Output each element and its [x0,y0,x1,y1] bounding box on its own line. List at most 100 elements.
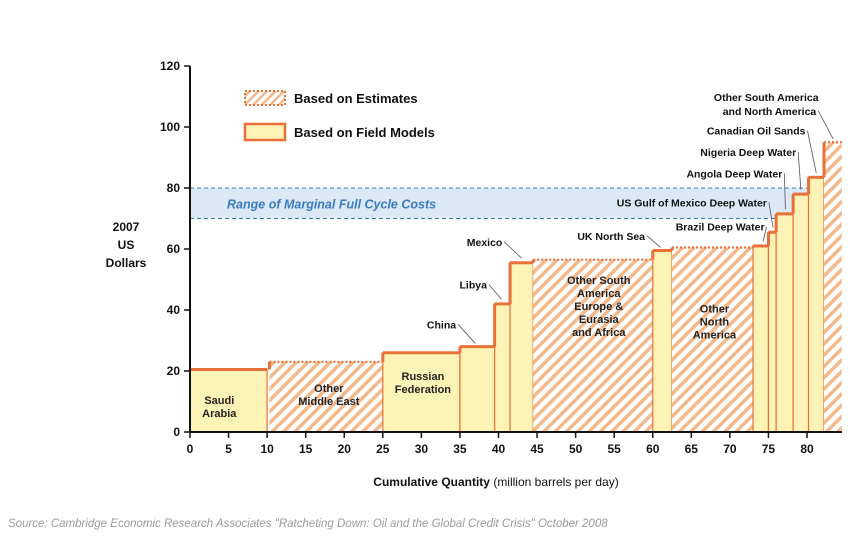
segment-bar [752,245,770,433]
x-axis-label-units: (million barrels per day) [490,475,619,489]
y-tick-label: 60 [167,242,181,256]
segment-other-north-america [672,246,754,432]
segment-other-south-america-europe-eurasia-and-africa [533,258,653,432]
segment-brazil-deep-water [752,244,770,433]
segment-label-line: Other [314,383,344,395]
callout-leader [457,324,476,344]
callout-brazil-deep-water: Brazil Deep Water [676,222,765,234]
cost-band: Range of Marginal Full Cycle Costs [190,187,842,219]
y-tick-label: 40 [167,303,181,317]
segment-label-line: Eurasia [579,314,620,326]
segment-mexico [509,261,534,433]
callout-leader [762,226,767,242]
callout-leader [488,284,502,300]
segment-other-middle-east [269,360,383,432]
segment-label-line: Other [700,303,730,315]
segment-label-line: America [693,329,737,341]
segment-label-other-middle-east: Other Middle East [298,383,359,408]
x-axis-label: Cumulative Quantity (million barrels per… [373,475,618,489]
segment-bar [494,303,511,433]
segment-bar [533,259,653,432]
y-tick-label: 20 [167,364,181,378]
segment-bar [652,249,673,433]
callout-mexico: Mexico [467,237,503,249]
x-axis-label-bold: Cumulative Quantity [373,475,490,489]
x-tick-label: 25 [376,442,390,456]
segment-bar [775,213,794,433]
callout-uk-north-sea: UK North Sea [577,231,645,243]
x-tick-label: 70 [723,442,737,456]
callout-leader [783,173,786,210]
x-tick-label: 40 [492,442,506,456]
segment-label-line: America [577,288,621,300]
y-tick-label: 0 [173,425,180,439]
segment-label-line: Arabia [202,408,237,420]
legend: Based on Estimates Based on Field Models [243,90,435,142]
y-tick-label: 100 [160,120,180,134]
y-tick-label: 120 [160,59,180,73]
segment-bar [792,193,810,433]
callout-leader [768,202,774,228]
x-tick-label: 75 [762,442,776,456]
segment-label-other-north-america: Other North America [693,303,737,341]
segment-label-line: Other South [567,275,631,287]
callout-leader [646,235,661,248]
segment-nigeria-deep-water [792,192,810,433]
x-tick-label: 45 [530,442,544,456]
callout-leader [797,151,802,190]
segment-bar [509,262,534,433]
x-tick-label: 5 [225,442,232,456]
segment-label-saudi-arabia: Saudi Arabia [202,395,237,420]
x-tick-label: 10 [260,442,274,456]
segment-bar [823,142,842,432]
callout-angola-deep-water: Angola Deep Water [686,168,782,180]
segment-label-line: North [700,316,730,328]
callout-libya: Libya [459,280,487,292]
segment-label-other-south-america-europe-eurasia-and-africa: Other South America Europe & Eurasia and Afr… [567,275,631,339]
segment-label-russian-federation: Russian Federation [395,371,452,396]
y-axis-label-line: 2007 [113,220,140,234]
segment-bar [767,231,777,433]
callout-nigeria-deep-water: Nigeria Deep Water [700,147,796,159]
x-tick-label: 15 [299,442,313,456]
callout-us-gulf-of-mexico-deep-water: US Gulf of Mexico Deep Water [617,197,767,209]
x-tick-label: 55 [608,442,622,456]
x-tick-label: 50 [569,442,583,456]
callout-and-north-america: and North America [723,106,817,118]
x-tick-label: 60 [646,442,660,456]
x-tick-label: 35 [453,442,467,456]
segment-label-line: Russian [402,371,445,383]
segment-canadian-oil-sands [807,175,825,433]
callout-canadian-oil-sands: Canadian Oil Sands [707,126,806,138]
y-tick-label: 80 [167,181,181,195]
axes: 0 20 40 60 80 100 120 0 5 10 15 20 25 30 35 40 45 50 55 60 6… [106,59,842,489]
segment-bar [269,361,383,432]
y-axis-label-line: Dollars [106,256,147,270]
callout-leader [817,110,834,140]
legend-entry-estimates: Based on Estimates [244,90,418,106]
segment-label-line: Middle East [298,396,359,408]
segment-label-line: Europe & [574,301,623,313]
legend-entry-field-models: Based on Field Models [243,122,435,142]
segment-bar [459,346,496,433]
legend-label: Based on Field Models [294,125,435,140]
segment-label-line: Federation [395,384,452,396]
x-tick-label: 30 [415,442,429,456]
segment-label-line: and Africa [572,327,626,339]
callout-china: China [427,319,456,331]
legend-swatch [245,91,285,105]
x-tick-label: 0 [187,442,194,456]
callout-leader [504,241,522,259]
legend-label: Based on Estimates [294,91,418,106]
cost-band-area [190,188,842,219]
segment-us-gulf-of-mexico-deep-water [767,230,777,433]
segment-china [459,345,496,433]
legend-swatch-border [244,90,286,106]
x-tick-label: 20 [338,442,352,456]
segment-bar [672,247,754,432]
source-note: Source: Cambridge Economic Research Asso… [8,518,608,530]
segment-uk-north-sea [652,249,673,433]
cost-band-label: Range of Marginal Full Cycle Costs [227,197,436,211]
